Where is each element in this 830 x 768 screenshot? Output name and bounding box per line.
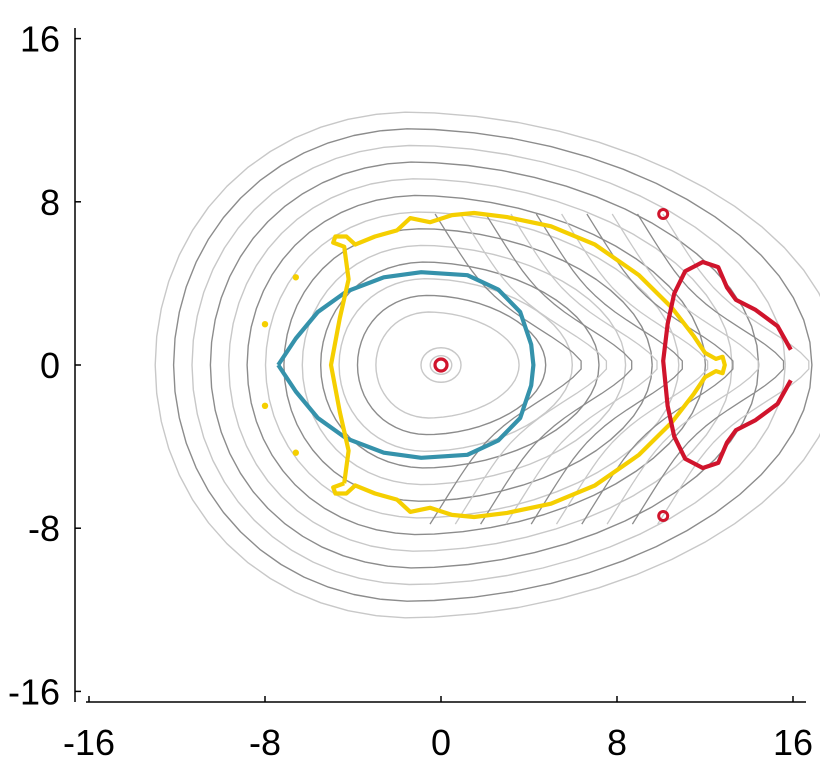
yellow-dot-marker <box>261 321 269 328</box>
red-circle-marker <box>433 357 449 373</box>
gray-contour <box>606 213 759 525</box>
gray-contour <box>356 294 547 436</box>
gray-contour <box>283 228 653 502</box>
highlight-curves <box>261 208 793 522</box>
y-tick-label: -8 <box>28 508 60 549</box>
x-tick-label: 16 <box>773 722 813 763</box>
y-tick-label: 8 <box>40 182 60 223</box>
gray-contour <box>429 355 453 375</box>
gray-contour <box>338 278 573 452</box>
gray-contour <box>530 213 683 525</box>
x-tick-label: 0 <box>431 722 451 763</box>
y-tick-label: 0 <box>40 345 60 386</box>
y-tick-labels: -16 -8 0 8 16 <box>8 19 81 712</box>
gray-contour <box>631 213 785 525</box>
gray-contour <box>228 178 733 552</box>
gray-contour <box>480 213 633 525</box>
red-curve <box>661 259 793 471</box>
yellow-dot-marker <box>292 449 299 456</box>
gray-contour <box>154 111 820 619</box>
red-circle-marker <box>657 208 670 221</box>
x-tick-labels: -16 -8 0 8 16 <box>63 696 813 763</box>
x-tick-label: -8 <box>249 722 281 763</box>
yellow-dot-marker <box>292 274 299 281</box>
gray-contour <box>505 213 658 525</box>
y-tick-label: 16 <box>20 19 60 60</box>
gray-contour <box>264 211 680 519</box>
gray-contour <box>301 244 627 486</box>
gray-contour <box>420 347 462 383</box>
x-tick-label: 8 <box>607 722 627 763</box>
gray-contour <box>454 213 608 525</box>
y-tick-label: -16 <box>8 671 60 712</box>
gray-contour <box>375 311 520 419</box>
yellow-curve <box>328 210 727 520</box>
gray-contour <box>209 161 760 569</box>
gray-contour <box>555 213 709 525</box>
gray-contour <box>191 144 786 586</box>
gray-contour <box>320 261 600 469</box>
x-tick-label: -16 <box>63 722 115 763</box>
background-contours <box>154 111 820 619</box>
yellow-dot-marker <box>261 402 269 409</box>
red-circle-marker <box>657 509 670 522</box>
gray-contour <box>172 128 813 602</box>
gray-contour <box>246 194 707 536</box>
gray-contour <box>429 213 582 525</box>
blue-curve <box>276 270 536 460</box>
